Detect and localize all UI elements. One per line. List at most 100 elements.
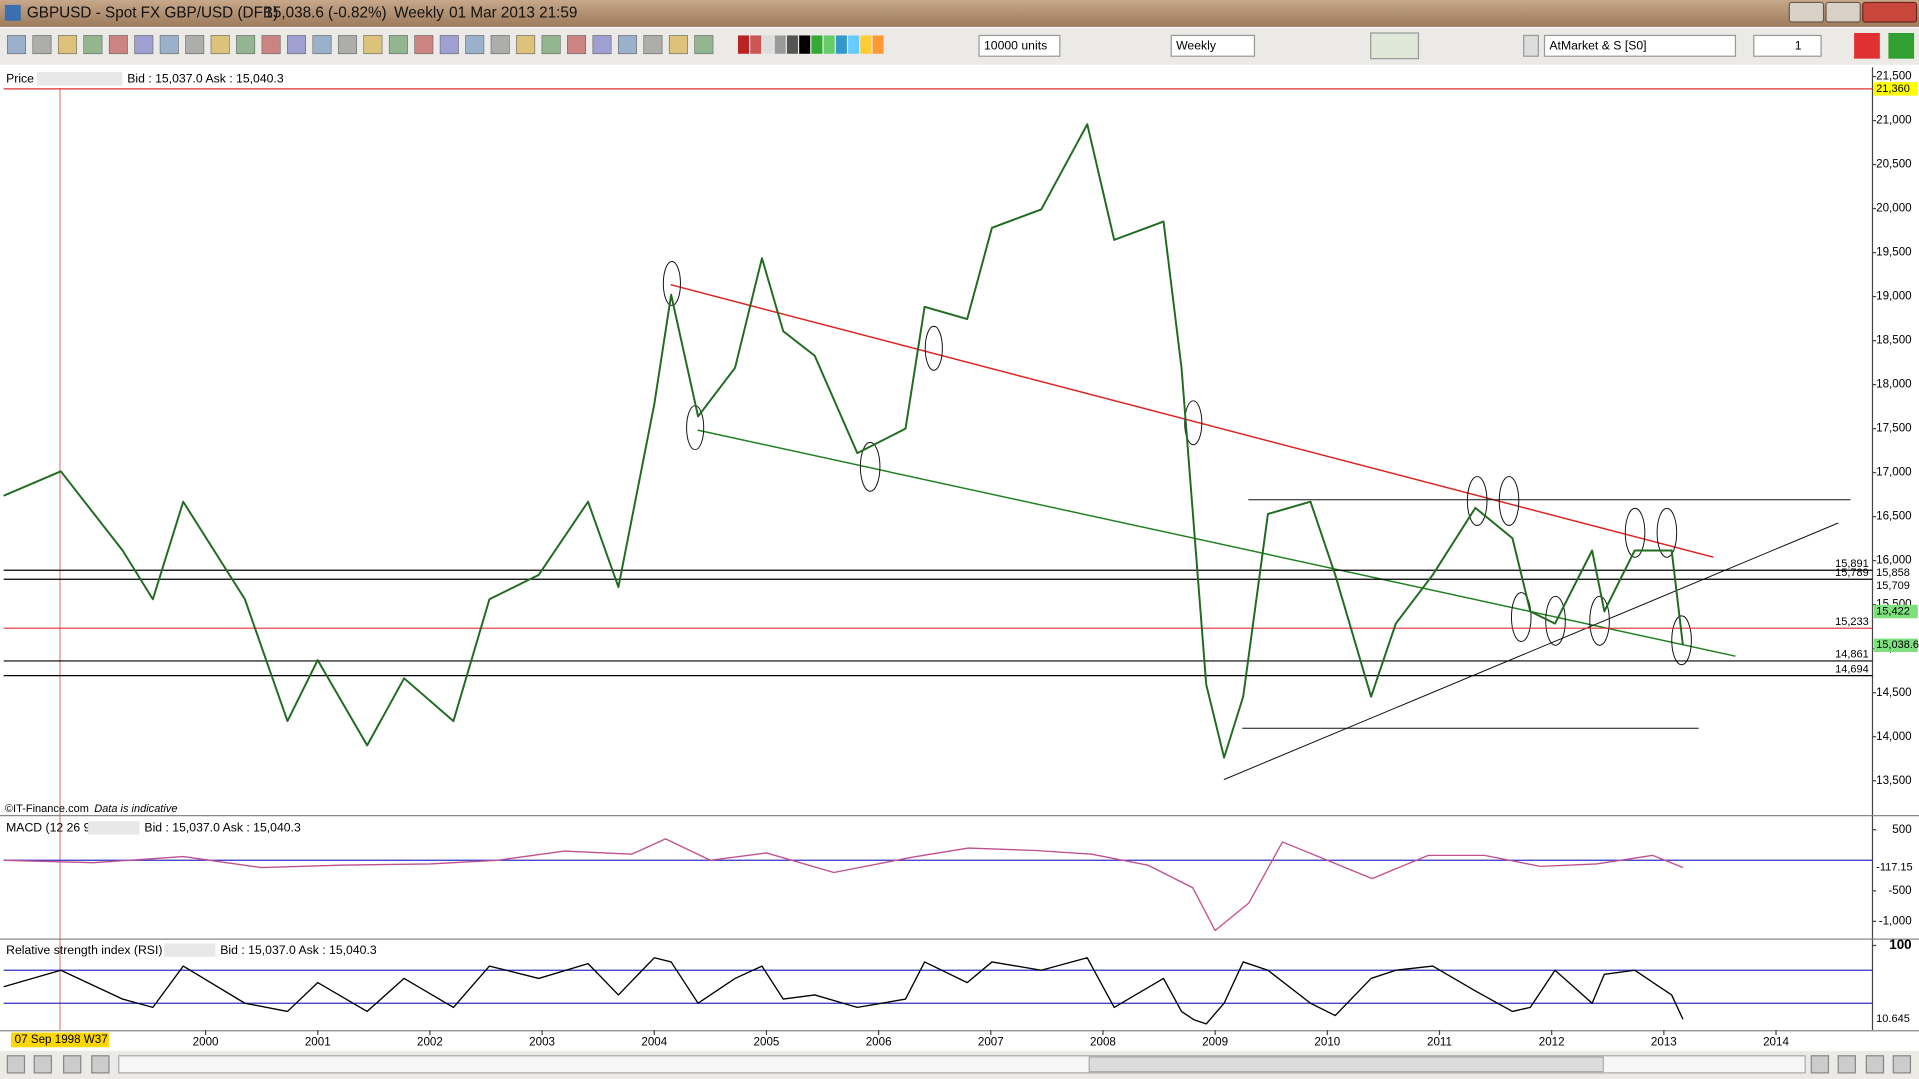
- color-swatch[interactable]: [750, 35, 762, 54]
- color-swatch[interactable]: [811, 35, 823, 54]
- annotations: [662, 261, 1851, 781]
- tool-icon[interactable]: [516, 35, 536, 55]
- zoom-button[interactable]: [1837, 1055, 1856, 1074]
- annotation-ellipse: [1510, 592, 1532, 643]
- maximize-button[interactable]: [1825, 1, 1861, 23]
- tool-icon[interactable]: [617, 35, 637, 55]
- y-tick-label: 21,500: [1876, 70, 1912, 83]
- panel-buttons[interactable]: [88, 821, 140, 835]
- value-marker-label: 15,038.6: [1876, 639, 1919, 651]
- panel-buttons[interactable]: [36, 72, 123, 86]
- tool-icon[interactable]: [465, 35, 485, 55]
- color-swatch[interactable]: [835, 35, 847, 54]
- tool-icon[interactable]: [108, 35, 128, 55]
- x-tick-label: 2010: [1314, 1035, 1340, 1048]
- panel-title: MACD (12 26 9): [6, 821, 94, 835]
- tool-icon[interactable]: [57, 35, 77, 55]
- order-type-text: AtMarket & S [S0]: [1549, 39, 1646, 53]
- tool-icon[interactable]: [337, 35, 357, 55]
- zoom-button[interactable]: [1865, 1055, 1885, 1074]
- x-tick-label: 2009: [1202, 1035, 1228, 1048]
- x-tick-label: 2002: [417, 1035, 443, 1048]
- tool-icon[interactable]: [32, 35, 52, 55]
- value-marker-label: 15,422: [1876, 605, 1910, 617]
- tool-icon[interactable]: [236, 35, 256, 55]
- x-tick-label: 2011: [1427, 1035, 1452, 1048]
- x-tick-label: 2000: [193, 1035, 219, 1048]
- color-swatch[interactable]: [848, 35, 860, 54]
- level-label: 14,694: [1835, 663, 1869, 675]
- series-line: [3, 838, 1684, 932]
- trend-line: [1223, 522, 1839, 781]
- minimize-button[interactable]: [1788, 1, 1825, 23]
- color-swatch[interactable]: [823, 35, 835, 54]
- tool-icon[interactable]: [83, 35, 103, 55]
- status-button[interactable]: [91, 1055, 110, 1074]
- annotation-ellipse: [662, 261, 681, 306]
- order-type-dropdown[interactable]: [1543, 34, 1737, 57]
- tool-icon[interactable]: [312, 35, 332, 55]
- y-tick-label: 16,500: [1876, 510, 1912, 523]
- tool-icon[interactable]: [567, 35, 587, 55]
- tool-icon[interactable]: [363, 35, 383, 55]
- color-swatch[interactable]: [799, 35, 811, 54]
- annotation-ellipse: [1466, 476, 1488, 526]
- status-button[interactable]: [33, 1055, 53, 1074]
- scroll-thumb[interactable]: [1088, 1056, 1604, 1073]
- close-button[interactable]: [1862, 1, 1918, 23]
- annotation-ellipse: [1624, 507, 1646, 558]
- settings-button[interactable]: [1523, 34, 1539, 57]
- annotation-ellipse: [859, 441, 881, 492]
- tool-icon[interactable]: [185, 35, 205, 55]
- value-marker-label: 15,709: [1876, 580, 1910, 592]
- drawing-tools: [7, 35, 884, 55]
- level-label: 15,233: [1835, 616, 1869, 628]
- panel-buttons[interactable]: [163, 943, 216, 957]
- value-marker: [1873, 860, 1918, 875]
- tool-icon[interactable]: [159, 35, 179, 55]
- tool-icon[interactable]: [694, 35, 714, 55]
- tool-icon[interactable]: [592, 35, 612, 55]
- size-dropdown[interactable]: [978, 34, 1061, 57]
- tool-icon[interactable]: [261, 35, 281, 55]
- trend-line: [697, 429, 1736, 657]
- panel-subtitle: Bid : 15,037.0 Ask : 15,040.3: [127, 72, 284, 86]
- tool-icon[interactable]: [210, 35, 230, 55]
- quantity-input[interactable]: [1753, 34, 1822, 57]
- value-marker: [1873, 1012, 1918, 1026]
- color-swatch[interactable]: [872, 35, 884, 54]
- color-swatch[interactable]: [786, 35, 798, 54]
- tool-icon[interactable]: [643, 35, 663, 55]
- value-marker: [1873, 579, 1918, 594]
- tool-icon[interactable]: [490, 35, 510, 55]
- tool-icon[interactable]: [439, 35, 459, 55]
- tool-icon[interactable]: [541, 35, 561, 55]
- status-button[interactable]: [6, 1055, 26, 1074]
- sell-button[interactable]: [1854, 32, 1880, 59]
- app-icon: [4, 4, 21, 21]
- color-swatch[interactable]: [774, 35, 786, 54]
- tool-icon[interactable]: [668, 35, 688, 55]
- annotation-ellipse: [1656, 507, 1678, 558]
- tool-icon[interactable]: [388, 35, 408, 55]
- tool-icon[interactable]: [134, 35, 154, 55]
- y-tick-label: 14,500: [1876, 686, 1912, 699]
- series-line: [3, 123, 1684, 759]
- buy-button[interactable]: [1888, 32, 1915, 59]
- tool-icon[interactable]: [7, 35, 27, 55]
- level-label: 15,789: [1835, 567, 1869, 579]
- status-button[interactable]: [63, 1055, 82, 1074]
- tool-icon[interactable]: [287, 35, 307, 55]
- color-swatch[interactable]: [762, 35, 774, 54]
- zoom-button[interactable]: [1892, 1055, 1912, 1074]
- interval-dropdown[interactable]: [1170, 34, 1256, 57]
- color-swatch[interactable]: [737, 35, 749, 54]
- zoom-button[interactable]: [1810, 1055, 1830, 1074]
- chart-style-button[interactable]: [1370, 32, 1420, 60]
- y-tick-label: 17,500: [1876, 422, 1912, 435]
- color-swatch[interactable]: [860, 35, 872, 54]
- cursor-date: 07 Sep 1998 W37: [15, 1033, 108, 1046]
- x-tick-label: 2007: [978, 1035, 1004, 1048]
- value-marker: [1873, 604, 1918, 619]
- tool-icon[interactable]: [414, 35, 434, 55]
